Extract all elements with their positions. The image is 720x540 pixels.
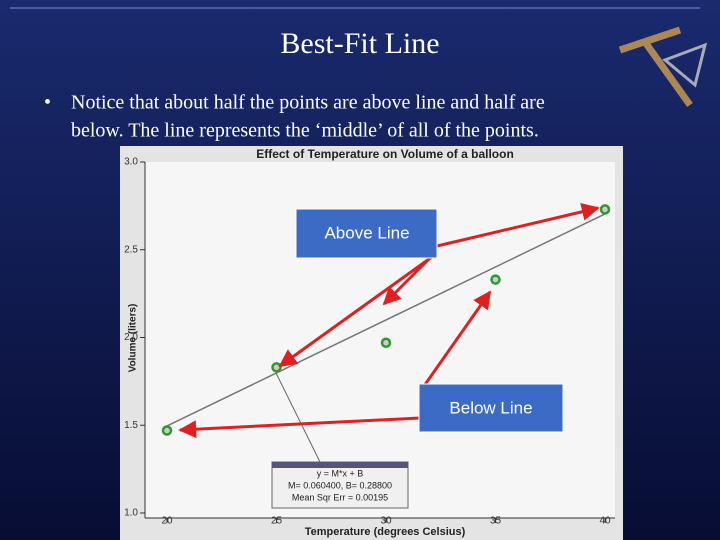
tool-icon	[618, 26, 708, 108]
y-tick-label: 1.0	[124, 508, 138, 519]
bullet-dot: •	[44, 92, 51, 114]
fit-text: y = M*x + B	[317, 468, 364, 478]
slide-title: Best-Fit Line	[280, 27, 439, 60]
x-tick-label: 30	[380, 516, 392, 527]
point	[380, 337, 392, 349]
x-axis-label: Temperature (degrees Celsius)	[305, 526, 466, 538]
fit-box-leader	[275, 372, 321, 463]
y-tick-label: 2.0	[124, 332, 138, 343]
fit-line	[166, 213, 606, 427]
arrows	[178, 202, 600, 439]
callout-label: Above Line	[324, 223, 409, 242]
fit-box: y = M*x + B M= 0.060400, B= 0.28800 Mean…	[271, 461, 409, 509]
fit-text: Mean Sqr Err = 0.00195	[292, 492, 388, 502]
callout-box	[418, 383, 564, 433]
point	[161, 425, 173, 436]
bullet-text: below. The line represents the ‘middle’ …	[71, 120, 539, 142]
bullet-text: Notice that about half the points are ab…	[71, 92, 545, 114]
callout-box	[295, 208, 438, 259]
y-axis-label: Volume (liters)	[128, 304, 139, 373]
chart-title: Effect of Temperature on Volume of a bal…	[256, 147, 514, 161]
x-tick-label: 20	[161, 516, 173, 527]
point	[490, 274, 501, 285]
x-tick-label: 35	[490, 516, 502, 527]
fit-text: M= 0.060400, B= 0.28800	[288, 480, 392, 490]
point	[599, 204, 611, 215]
y-tick-label: 2.5	[124, 244, 138, 255]
y-tick-label: 3.0	[124, 157, 138, 168]
x-tick-label: 25	[271, 516, 283, 527]
y-tick-label: 1.5	[124, 420, 138, 431]
plot: 1.0 1.5 2.0 2.5 3.0 20 25 30 35 40	[124, 157, 615, 527]
x-tick-label: 40	[599, 516, 611, 527]
callout-label: Below Line	[449, 398, 532, 417]
point	[271, 362, 282, 373]
